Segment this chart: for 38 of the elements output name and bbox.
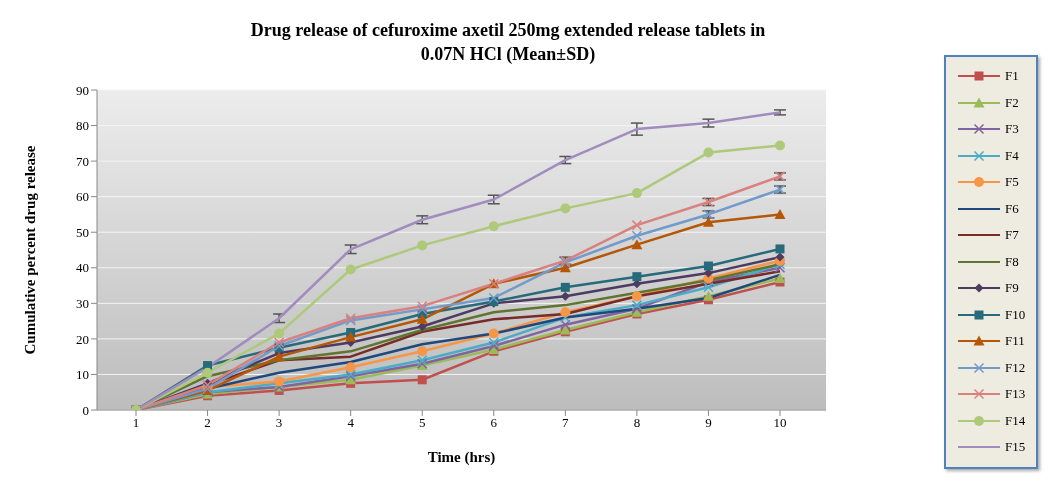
legend-label: F8 [1005, 253, 1019, 270]
y-tick-label: 50 [76, 224, 89, 240]
legend-label: F6 [1005, 200, 1019, 217]
y-tick-label: 20 [76, 331, 89, 347]
x-tick-label: 3 [275, 415, 283, 431]
legend-label: F5 [1005, 174, 1019, 191]
legend-label: F2 [1005, 94, 1019, 111]
legend-label: F14 [1005, 412, 1026, 429]
legend-label: F9 [1005, 280, 1019, 297]
x-tick-label: 8 [633, 415, 641, 431]
y-tick-label: 40 [76, 260, 89, 276]
y-tick-label: 70 [76, 153, 89, 169]
legend-label: F13 [1005, 386, 1026, 403]
y-tick-label: 0 [82, 402, 89, 418]
y-axis-title: Cumulative percent drug release [22, 145, 39, 355]
y-tick-label: 30 [76, 295, 89, 311]
x-tick-label: 2 [204, 415, 211, 431]
legend-label: F3 [1005, 121, 1019, 138]
x-tick-label: 9 [705, 415, 712, 431]
legend-label: F7 [1005, 227, 1019, 244]
y-tick-label: 10 [76, 367, 89, 383]
y-tick-label: 60 [76, 189, 89, 205]
x-tick-label: 7 [562, 415, 570, 431]
legend-label: F11 [1005, 333, 1025, 350]
chart-title: Drug release of cefuroxime axetil 250mg extended release tablets in 0.07N HCl (Mean±SD) [249, 19, 767, 66]
x-axis-title: Time (hrs) [427, 449, 496, 466]
x-tick-label: 1 [132, 415, 140, 431]
legend-label: F15 [1005, 439, 1026, 456]
x-tick-label: 6 [490, 415, 498, 431]
legend-label: F10 [1005, 306, 1026, 323]
x-tick-label: 4 [347, 415, 355, 431]
legend-label: F12 [1005, 359, 1026, 376]
legend-label: F4 [1005, 147, 1019, 164]
y-tick-label: 90 [76, 82, 89, 98]
legend-label: F1 [1005, 68, 1019, 85]
x-tick-label: 10 [773, 415, 787, 431]
y-tick-label: 80 [76, 118, 89, 134]
x-tick-label: 5 [418, 415, 426, 431]
